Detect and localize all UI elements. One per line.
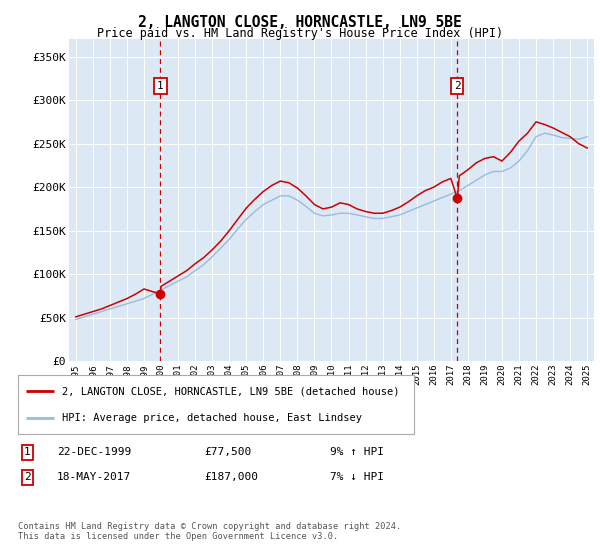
Text: Contains HM Land Registry data © Crown copyright and database right 2024.
This d: Contains HM Land Registry data © Crown c…	[18, 522, 401, 542]
Text: 1: 1	[157, 81, 164, 91]
Text: 2: 2	[454, 81, 461, 91]
Text: HPI: Average price, detached house, East Lindsey: HPI: Average price, detached house, East…	[62, 413, 362, 423]
Text: 18-MAY-2017: 18-MAY-2017	[57, 472, 131, 482]
Text: £187,000: £187,000	[204, 472, 258, 482]
Text: 1: 1	[24, 447, 31, 458]
Text: £77,500: £77,500	[204, 447, 251, 458]
Text: 22-DEC-1999: 22-DEC-1999	[57, 447, 131, 458]
Text: 2, LANGTON CLOSE, HORNCASTLE, LN9 5BE: 2, LANGTON CLOSE, HORNCASTLE, LN9 5BE	[138, 15, 462, 30]
Text: 7% ↓ HPI: 7% ↓ HPI	[330, 472, 384, 482]
Text: Price paid vs. HM Land Registry's House Price Index (HPI): Price paid vs. HM Land Registry's House …	[97, 27, 503, 40]
Text: 2, LANGTON CLOSE, HORNCASTLE, LN9 5BE (detached house): 2, LANGTON CLOSE, HORNCASTLE, LN9 5BE (d…	[62, 386, 399, 396]
Text: 2: 2	[24, 472, 31, 482]
Text: 9% ↑ HPI: 9% ↑ HPI	[330, 447, 384, 458]
